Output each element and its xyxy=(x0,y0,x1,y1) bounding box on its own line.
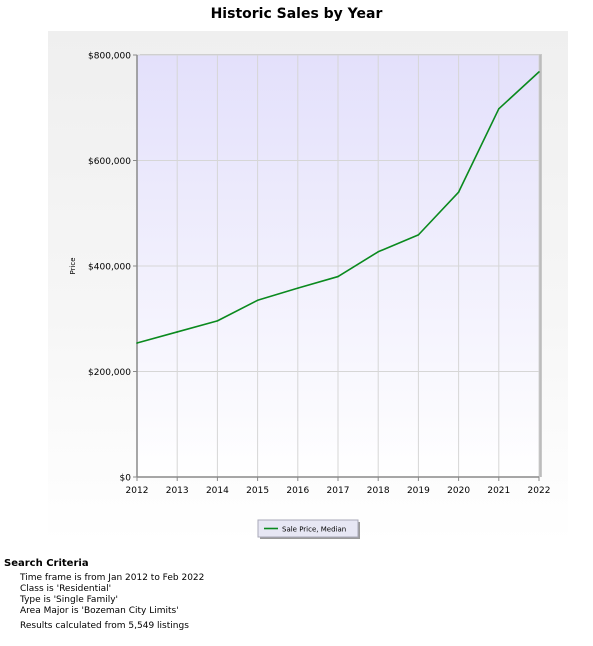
x-tick-label: 2014 xyxy=(206,486,229,496)
x-tick-label: 2019 xyxy=(407,486,430,496)
y-tick-label: $800,000 xyxy=(88,52,131,62)
x-tick-label: 2020 xyxy=(447,486,470,496)
data-point xyxy=(297,287,299,289)
data-point xyxy=(176,331,178,333)
data-point xyxy=(538,71,540,73)
x-tick-label: 2015 xyxy=(246,486,269,496)
y-axis-title: Price xyxy=(69,257,77,274)
x-tick-label: 2013 xyxy=(166,486,189,496)
chart-title: Historic Sales by Year xyxy=(210,6,383,22)
criteria-line-class: Class is 'Residential' xyxy=(20,584,112,594)
criteria-results: Results calculated from 5,549 listings xyxy=(20,621,189,631)
x-tick-label: 2017 xyxy=(327,486,350,496)
x-tick-label: 2016 xyxy=(286,486,309,496)
data-point xyxy=(337,275,339,278)
x-tick-label: 2021 xyxy=(487,486,510,496)
criteria-line-area: Area Major is 'Bozeman City Limits' xyxy=(20,606,179,616)
criteria-title: Search Criteria xyxy=(4,558,89,569)
data-point xyxy=(216,320,219,322)
criteria-line-type: Type is 'Single Family' xyxy=(20,595,119,605)
criteria-line-timeframe: Time frame is from Jan 2012 to Feb 2022 xyxy=(20,573,205,583)
data-point xyxy=(417,234,420,236)
y-tick-label: $0 xyxy=(120,474,132,484)
search-criteria: Search Criteria Time frame is from Jan 2… xyxy=(4,558,589,632)
x-tick-label: 2022 xyxy=(528,486,551,496)
data-point xyxy=(377,250,380,253)
x-tick-label: 2012 xyxy=(126,486,149,496)
data-point xyxy=(136,342,138,344)
y-tick-label: $200,000 xyxy=(88,368,131,378)
data-point xyxy=(457,191,460,193)
y-tick-label: $600,000 xyxy=(88,157,131,167)
line-chart: $0 $200,000 $400,000 $600,000 $800,000 2012 20… xyxy=(69,52,551,539)
legend-box xyxy=(257,519,359,538)
y-tick-label: $400,000 xyxy=(88,263,131,273)
legend-label: Sale Price, Median xyxy=(282,526,346,534)
data-point xyxy=(498,108,500,110)
x-tick-label: 2018 xyxy=(367,486,390,496)
data-point xyxy=(256,299,259,302)
